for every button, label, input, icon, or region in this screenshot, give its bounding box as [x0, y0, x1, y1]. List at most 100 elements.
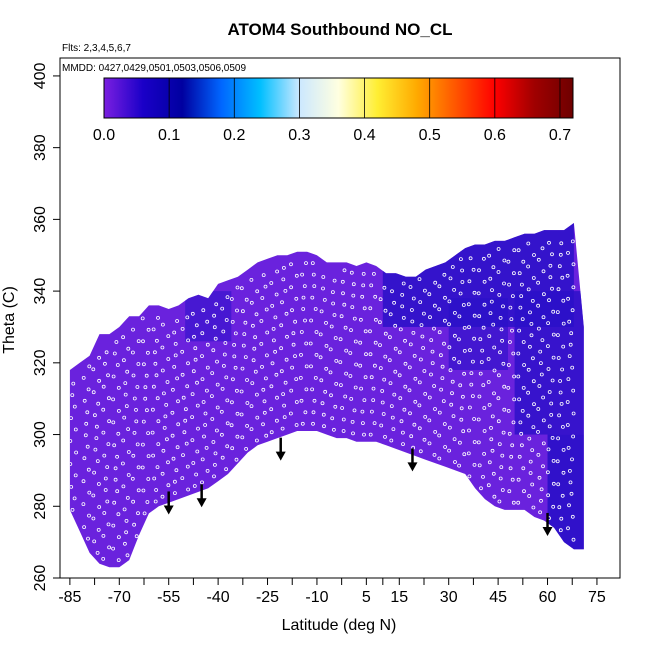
obs-point: [220, 455, 225, 460]
obs-point: [487, 460, 492, 465]
obs-point: [162, 425, 167, 430]
obs-point: [421, 346, 426, 350]
obs-point: [382, 377, 387, 382]
obs-point: [541, 464, 545, 469]
obs-point: [512, 374, 516, 379]
obs-point: [290, 308, 294, 313]
obs-point: [301, 295, 306, 300]
obs-point: [249, 277, 254, 282]
obs-point: [171, 456, 176, 461]
obs-point: [313, 375, 318, 380]
obs-point: [190, 438, 195, 443]
arrow-head: [542, 526, 553, 536]
obs-point: [220, 386, 225, 391]
obs-point: [407, 365, 412, 370]
obs-point: [121, 335, 125, 340]
obs-point: [81, 502, 86, 507]
obs-point: [520, 443, 524, 448]
obs-point: [460, 280, 465, 284]
obs-point: [427, 292, 432, 297]
obs-point: [466, 302, 471, 307]
obs-point: [125, 495, 130, 500]
obs-point: [539, 361, 543, 366]
obs-point: [488, 276, 493, 281]
obs-point: [482, 302, 487, 307]
obs-point: [102, 511, 107, 515]
obs-point: [121, 461, 125, 466]
obs-point: [520, 282, 524, 287]
obs-point: [202, 434, 206, 439]
obs-point: [170, 410, 175, 415]
obs-point: [566, 445, 571, 450]
obs-point: [81, 479, 86, 484]
obs-point: [379, 423, 384, 428]
obs-point: [141, 362, 146, 367]
obs-point: [215, 405, 220, 410]
obs-point: [154, 338, 159, 343]
obs-point: [479, 486, 483, 491]
obs-point: [311, 272, 316, 277]
obs-point: [423, 414, 428, 419]
obs-point: [437, 433, 442, 438]
obs-point: [409, 434, 414, 439]
obs-point: [81, 375, 86, 380]
obs-point: [271, 326, 276, 331]
obs-point: [97, 505, 102, 509]
obs-point: [476, 417, 481, 422]
obs-point: [437, 284, 442, 289]
obs-point: [130, 350, 135, 355]
obs-point: [437, 307, 442, 312]
obs-point: [522, 489, 526, 494]
obs-point: [540, 246, 545, 251]
obs-point: [546, 470, 550, 475]
obs-point: [373, 294, 378, 299]
obs-point: [512, 397, 517, 402]
obs-point: [351, 282, 356, 287]
obs-point: [290, 365, 295, 370]
obs-point: [265, 330, 270, 335]
obs-point: [429, 338, 434, 343]
obs-point: [360, 421, 365, 426]
obs-point: [362, 432, 366, 437]
obs-point: [373, 340, 378, 345]
obs-point: [348, 374, 353, 378]
obs-point: [143, 385, 148, 390]
obs-point: [260, 296, 265, 300]
obs-point: [322, 424, 326, 429]
obs-point: [498, 350, 502, 355]
axes: -85 -70 -55 -40 -25 -10 5 15 30 45 60 75 260 280 300 32…: [32, 57, 621, 606]
obs-point: [555, 459, 560, 464]
obs-point: [122, 358, 126, 363]
obs-point: [447, 299, 452, 304]
obs-point: [382, 285, 387, 290]
obs-point: [280, 426, 285, 431]
obs-point: [442, 272, 447, 277]
obs-point: [368, 352, 373, 357]
obs-point: [181, 453, 185, 458]
obs-point: [132, 430, 137, 435]
obs-point: [156, 442, 161, 447]
obs-point: [546, 367, 551, 371]
obs-point: [221, 363, 226, 368]
obs-point: [458, 291, 463, 296]
obs-point: [560, 493, 565, 498]
obs-point: [477, 314, 482, 319]
obs-point: [561, 447, 566, 452]
obs-point: [111, 523, 116, 528]
obs-point: [224, 318, 229, 322]
obs-point: [155, 465, 160, 470]
obs-point: [520, 408, 525, 413]
obs-point: [550, 286, 554, 291]
obs-point: [467, 474, 472, 479]
obs-point: [229, 400, 234, 405]
obs-point: [311, 421, 315, 426]
obs-point: [497, 292, 502, 297]
obs-point: [239, 412, 244, 417]
obs-point: [531, 425, 536, 430]
obs-point: [479, 360, 484, 365]
obs-point: [478, 337, 483, 342]
obs-point: [242, 332, 247, 337]
colorbar-tick-label: 0.4: [353, 127, 375, 144]
obs-point: [262, 399, 267, 404]
obs-point: [113, 466, 118, 471]
